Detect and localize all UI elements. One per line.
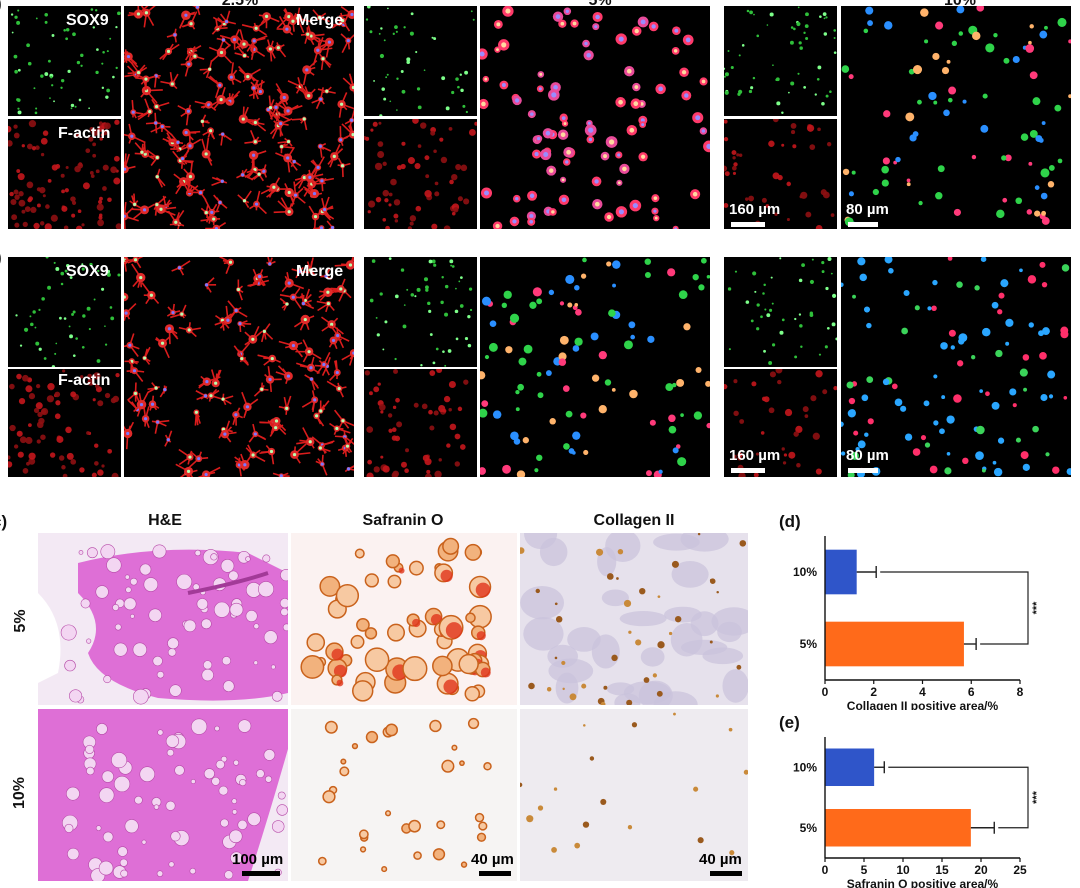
b-5-merge-image (480, 257, 710, 477)
x-tick-label-4: 8 (1017, 685, 1024, 699)
b-5-factin-image (364, 369, 477, 477)
bar-0 (825, 748, 875, 787)
c-scale-label-saf: 40 µm (471, 851, 514, 868)
column-header-safranin: Safranin O (362, 512, 444, 529)
bar-1 (825, 621, 964, 667)
a-10-sox9-image (724, 6, 837, 116)
x-tick-label-4: 20 (974, 863, 988, 877)
a-2-5-merge-image (124, 6, 354, 229)
collagen-10-image (520, 709, 748, 881)
column-header-collagen: Collagen II (593, 512, 675, 529)
chart-collagen-ii: 10% 5% 0 2 4 6 8 Collagen II positive area/% *** (770, 530, 1070, 710)
a-scale-bar-large (848, 222, 878, 227)
c-scale-bar-he (242, 871, 280, 876)
a-10-merge-image (841, 6, 1071, 229)
b-10-sox9-image (724, 257, 837, 367)
x-axis-label: Collagen II positive area/% (847, 699, 999, 710)
category-label-0: 10% (793, 565, 817, 579)
x-tick-label-0: 0 (822, 863, 829, 877)
header-2-5-percent: 2.5% (221, 0, 259, 9)
x-tick-label-1: 5 (861, 863, 868, 877)
category-label-1: 5% (800, 821, 818, 835)
x-tick-label-5: 25 (1013, 863, 1027, 877)
column-header-he: H&E (148, 512, 182, 529)
significance-bracket (888, 766, 1029, 829)
b-factin-label: F-actin (58, 372, 111, 389)
chart-svg: 10% 5% 0 2 4 6 8 Collagen II positive area/% *** (793, 536, 1043, 710)
a-2-5-factin-image (8, 119, 121, 229)
he-10-image (38, 709, 288, 881)
collagen-5-image (520, 533, 748, 705)
he-5-image (38, 533, 288, 705)
significance-stars: *** (1031, 790, 1043, 804)
x-axis-label: Safranin O positive area/% (847, 877, 999, 888)
chart-safranin-o: 10% 5% 0 5 10 15 20 25 Safranin O positive area/… (770, 731, 1070, 888)
category-label-1: 5% (800, 637, 818, 651)
safranin-5-image (291, 533, 517, 705)
panel-c-letter: c) (0, 512, 8, 531)
category-label-0: 10% (793, 760, 817, 774)
a-scale-bar-small (731, 222, 765, 227)
x-tick-label-3: 15 (935, 863, 949, 877)
row-label-5-percent: 5% (12, 609, 29, 633)
a-5-factin-image (364, 119, 477, 229)
b-2-5-sox9-image (8, 257, 121, 367)
panel-d-letter: (d) (779, 512, 801, 531)
x-tick-label-2: 10 (896, 863, 910, 877)
panel-a-letter: ) (0, 0, 2, 14)
x-tick-label-2: 4 (919, 685, 926, 699)
row-label-10-percent: 10% (11, 776, 28, 810)
a-sox9-label: SOX9 (66, 12, 109, 29)
b-merge-label: Merge (296, 263, 344, 280)
b-5-sox9-image (364, 257, 477, 367)
b-scale-label-small: 160 µm (729, 447, 781, 464)
significance-stars: *** (1031, 601, 1043, 615)
b-scale-label-large: 80 µm (846, 447, 889, 464)
safranin-10-image (291, 709, 517, 881)
x-tick-label-0: 0 (822, 685, 829, 699)
header-10-percent: 10% (943, 0, 977, 9)
b-scale-bar-large (848, 468, 878, 473)
bar-0 (825, 549, 857, 595)
significance-bracket (880, 571, 1029, 645)
x-tick-label-1: 2 (870, 685, 877, 699)
x-tick-label-3: 6 (968, 685, 975, 699)
c-scale-label-he: 100 µm (232, 851, 284, 868)
b-10-factin-image (724, 369, 837, 477)
panel-e-letter: (e) (779, 713, 800, 732)
c-scale-bar-saf (479, 871, 511, 876)
b-2-5-merge-image (124, 257, 354, 477)
b-2-5-factin-image (8, 369, 121, 477)
c-scale-label-col: 40 µm (699, 851, 742, 868)
chart-svg: 10% 5% 0 5 10 15 20 25 Safranin O positive area/… (793, 737, 1043, 888)
header-5-percent: 5% (588, 0, 612, 9)
a-scale-label-small: 160 µm (729, 201, 781, 218)
panel-b-letter: ) (0, 248, 2, 268)
a-5-sox9-image (364, 6, 477, 116)
c-scale-bar-col (710, 871, 742, 876)
b-10-merge-image (841, 257, 1071, 477)
a-merge-label: Merge (296, 12, 344, 29)
a-scale-label-large: 80 µm (846, 201, 889, 218)
a-10-factin-image (724, 119, 837, 229)
b-scale-bar-small (731, 468, 765, 473)
a-factin-label: F-actin (58, 125, 111, 142)
bar-1 (825, 808, 971, 847)
a-5-merge-image (480, 6, 710, 229)
b-sox9-label: SOX9 (66, 263, 109, 280)
a-2-5-sox9-image (8, 6, 121, 116)
